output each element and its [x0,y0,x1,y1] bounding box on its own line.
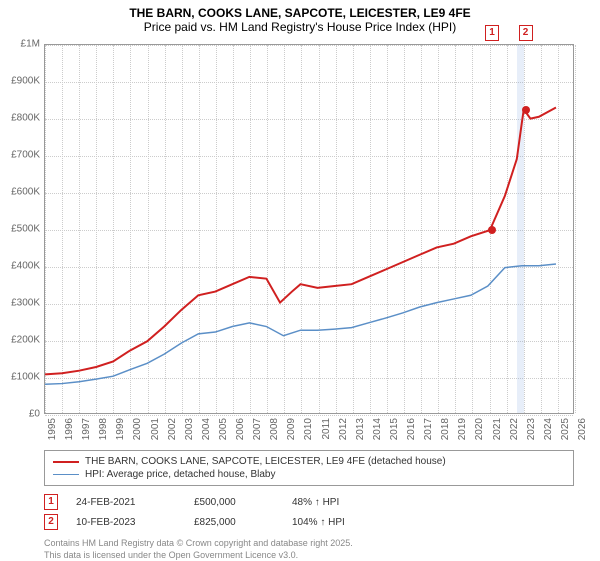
xtick-label: 2009 [286,418,297,440]
chart-title-line1: THE BARN, COOKS LANE, SAPCOTE, LEICESTER… [8,6,592,20]
legend-swatch-hpi [53,474,79,475]
xtick-label: 2015 [389,418,400,440]
legend-swatch-property [53,461,79,463]
ytick-label: £900K [0,76,40,87]
sales-row-price: £825,000 [194,517,274,528]
xtick-label: 1996 [64,418,75,440]
plot-area: 12 [44,44,574,414]
xtick-label: 2021 [492,418,503,440]
xtick-label: 2011 [321,418,332,440]
sales-row-price: £500,000 [194,497,274,508]
xtick-label: 1999 [115,418,126,440]
ytick-label: £400K [0,261,40,272]
xtick-label: 2022 [509,418,520,440]
xtick-label: 2003 [184,418,195,440]
xtick-label: 2004 [201,418,212,440]
xtick-label: 2002 [167,418,178,440]
legend-box: THE BARN, COOKS LANE, SAPCOTE, LEICESTER… [44,450,574,486]
xtick-label: 2007 [252,418,263,440]
xtick-label: 2017 [423,418,434,440]
xtick-label: 2026 [577,418,588,440]
xtick-label: 1997 [81,418,92,440]
xtick-label: 2008 [269,418,280,440]
sales-row: 1 24-FEB-2021 £500,000 48% ↑ HPI [44,492,574,512]
sales-row-date: 24-FEB-2021 [76,497,176,508]
sale-marker-dot [488,226,496,234]
ytick-label: £1M [0,39,40,50]
sale-marker-box: 1 [485,25,499,41]
xtick-label: 2001 [150,418,161,440]
xtick-label: 2014 [372,418,383,440]
xtick-label: 2013 [355,418,366,440]
xtick-label: 2025 [560,418,571,440]
xtick-label: 2019 [457,418,468,440]
footer-line1: Contains HM Land Registry data © Crown c… [44,538,574,550]
gridline-v [575,45,576,413]
xtick-label: 2006 [235,418,246,440]
xtick-label: 2020 [474,418,485,440]
gridline-h [45,415,573,416]
ytick-label: £300K [0,298,40,309]
chart-container: THE BARN, COOKS LANE, SAPCOTE, LEICESTER… [0,0,600,560]
series-line-hpi [45,264,556,384]
xtick-label: 2010 [303,418,314,440]
legend-row-property: THE BARN, COOKS LANE, SAPCOTE, LEICESTER… [53,455,565,468]
xtick-label: 2000 [132,418,143,440]
chart-title-line2: Price paid vs. HM Land Registry's House … [8,20,592,34]
sales-table: 1 24-FEB-2021 £500,000 48% ↑ HPI 2 10-FEB-202… [44,492,574,532]
xtick-label: 1995 [47,418,58,440]
xtick-label: 1998 [98,418,109,440]
sales-row-marker: 1 [44,494,58,510]
series-line-property [45,108,556,375]
xtick-label: 2023 [526,418,537,440]
legend-label-property: THE BARN, COOKS LANE, SAPCOTE, LEICESTER… [85,456,446,467]
legend-label-hpi: HPI: Average price, detached house, Blab… [85,469,276,480]
sale-marker-box: 2 [519,25,533,41]
ytick-label: £700K [0,150,40,161]
xtick-label: 2012 [338,418,349,440]
xtick-label: 2016 [406,418,417,440]
ytick-label: £200K [0,335,40,346]
xtick-label: 2024 [543,418,554,440]
ytick-label: £500K [0,224,40,235]
xtick-label: 2005 [218,418,229,440]
ytick-label: £800K [0,113,40,124]
footer-line2: This data is licensed under the Open Gov… [44,550,574,561]
sales-row-marker: 2 [44,514,58,530]
ytick-label: £600K [0,187,40,198]
sales-row: 2 10-FEB-2023 £825,000 104% ↑ HPI [44,512,574,532]
sales-row-pct: 48% ↑ HPI [292,497,392,508]
sales-row-pct: 104% ↑ HPI [292,517,392,528]
legend-area: THE BARN, COOKS LANE, SAPCOTE, LEICESTER… [44,450,574,561]
ytick-label: £0 [0,409,40,420]
legend-row-hpi: HPI: Average price, detached house, Blab… [53,468,565,481]
chart-title-block: THE BARN, COOKS LANE, SAPCOTE, LEICESTER… [0,0,600,36]
xtick-label: 2018 [440,418,451,440]
footer-note: Contains HM Land Registry data © Crown c… [44,538,574,561]
ytick-label: £100K [0,372,40,383]
sale-marker-dot [522,106,530,114]
sales-row-date: 10-FEB-2023 [76,517,176,528]
